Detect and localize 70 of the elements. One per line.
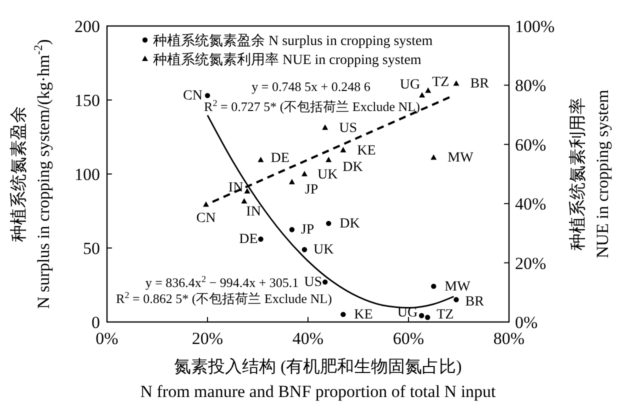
point — [241, 198, 248, 204]
y-tick-label: 100 — [74, 165, 100, 184]
x-axis-title: 氮素投入结构 (有机肥和生物固氮占比) N from manure and BNF proportion of total N input — [140, 357, 496, 401]
legend-label: 种植系统氮素盈余 N surplus in cropping system — [153, 33, 433, 49]
x-tick-label: 60% — [392, 329, 424, 348]
y-tick-label: 50 — [83, 239, 100, 258]
annotation: UK — [313, 242, 334, 258]
annotation: US — [304, 275, 322, 290]
x-tick-label: 0% — [96, 329, 118, 348]
point — [204, 92, 210, 98]
annotation: DK — [342, 160, 363, 176]
annotation: MW — [448, 150, 474, 166]
legend-label: 种植系统氮素利用率 NUE in cropping system — [153, 52, 422, 68]
x-tick-label: 40% — [292, 329, 324, 348]
annotation: y = 836.4x$^{2}$ − 994.4x + 305.1 — [145, 274, 299, 290]
point — [289, 227, 295, 232]
annotation: DE — [270, 151, 290, 166]
annotation: CN — [196, 210, 216, 226]
annotation: CN — [183, 88, 202, 104]
y2-tick-label: 20% — [515, 254, 546, 273]
point — [326, 156, 332, 162]
y2-tick-label: 80% — [515, 76, 546, 96]
y2-tick-label: 60% — [515, 135, 546, 154]
point — [340, 312, 346, 318]
annotation: TZ — [432, 74, 450, 90]
y2-tick-label: 0% — [515, 313, 538, 332]
annotation: MW — [444, 279, 472, 294]
point — [202, 201, 209, 207]
annotation: IN — [246, 204, 261, 220]
y2-tick-label: 40% — [515, 194, 546, 214]
annotation: US — [339, 120, 357, 136]
annotation: DK — [340, 216, 360, 232]
point — [258, 156, 264, 162]
point — [454, 297, 459, 302]
annotation: BR — [470, 76, 490, 92]
point — [302, 247, 308, 252]
point — [418, 313, 424, 318]
annotation: DE — [239, 232, 258, 248]
annotation: JP — [304, 182, 318, 198]
annotation: R$^{2}$ = 0.862 5* (不包括荷兰 Exclude NL) — [116, 290, 332, 306]
point — [288, 178, 295, 184]
point — [430, 154, 437, 160]
annotation: KE — [354, 307, 373, 322]
annotation: R$^{2}$ = 0.727 5* (不包括荷兰 Exclude NL) — [204, 98, 420, 114]
point — [340, 146, 346, 152]
point — [425, 87, 432, 93]
x-tick-label: 20% — [192, 329, 224, 348]
point — [326, 220, 332, 226]
annotation: UK — [317, 167, 338, 182]
annotation: UG — [400, 78, 420, 93]
annotation: JP — [300, 222, 314, 238]
y2-tick-label: 100% — [515, 17, 555, 36]
annotation: KE — [357, 143, 376, 158]
annotation: TZ — [436, 307, 454, 322]
y-tick-label: 200 — [74, 17, 100, 36]
y-tick-label: 0 — [92, 313, 100, 332]
point — [322, 279, 328, 285]
annotation: BR — [465, 294, 485, 310]
point — [258, 236, 264, 242]
point — [431, 284, 436, 289]
point — [424, 314, 430, 320]
x-tick-label: 80% — [493, 329, 525, 348]
point — [419, 92, 426, 98]
y2-axis-title: 种植系统氮素利用率 NUE in cropping system — [568, 90, 612, 258]
point — [244, 188, 250, 194]
point — [301, 170, 308, 176]
y-tick-label: 150 — [74, 91, 100, 110]
annotation: y = 0.748 5x + 0.248 6 — [252, 79, 371, 94]
point — [453, 80, 460, 86]
point — [322, 124, 328, 130]
